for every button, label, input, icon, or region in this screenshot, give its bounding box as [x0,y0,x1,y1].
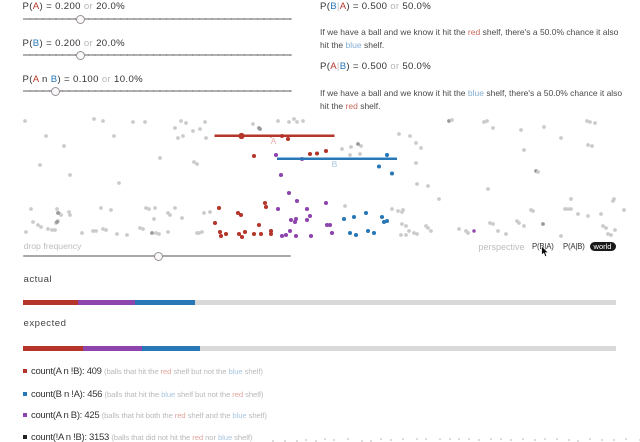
svg-text:A: A [271,136,277,146]
svg-text:B: B [332,159,338,169]
